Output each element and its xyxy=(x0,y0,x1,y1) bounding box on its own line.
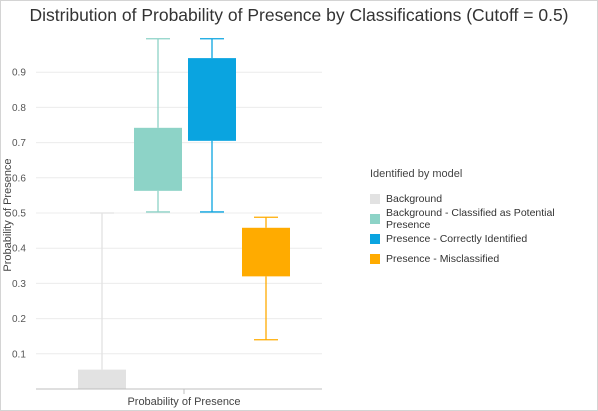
legend-item[interactable]: Background xyxy=(370,189,598,209)
legend-label: Presence - Correctly Identified xyxy=(386,233,528,245)
y-tick-label: 0.5 xyxy=(12,209,26,220)
y-tick-label: 0.2 xyxy=(12,314,26,325)
box-iqr xyxy=(78,369,126,389)
y-tick-label: 0.1 xyxy=(12,349,26,360)
y-tick-label: 0.6 xyxy=(12,173,26,184)
legend-title: Identified by model xyxy=(370,168,463,180)
box-series-group xyxy=(78,38,290,389)
box-background-classified-as-potential-presence xyxy=(134,38,182,213)
y-axis-title: Probability of Presence xyxy=(2,158,14,271)
y-tick-label: 0.4 xyxy=(12,244,26,255)
y-tick-label: 0.3 xyxy=(12,279,26,290)
legend-label: Background xyxy=(386,193,443,205)
box-presence-misclassified xyxy=(242,216,290,341)
gridlines xyxy=(36,71,322,355)
legend-swatch xyxy=(370,194,380,204)
legend-item[interactable]: Presence - Misclassified xyxy=(370,249,598,269)
chart-title: Distribution of Probability of Presence … xyxy=(29,5,569,25)
legend-items: Background Background - Classified as Pot… xyxy=(370,189,598,269)
box-presence-correctly-identified xyxy=(188,38,236,213)
box-background xyxy=(78,212,126,389)
x-axis-title: Probability of Presence xyxy=(127,396,240,408)
y-tick-label: 0.8 xyxy=(12,103,26,114)
legend-swatch xyxy=(370,214,380,224)
legend: Identified by model Background Background… xyxy=(370,168,598,269)
y-tick-label: 0.7 xyxy=(12,138,26,149)
legend-swatch xyxy=(370,234,380,244)
box-iqr xyxy=(188,58,236,141)
y-tick-labels: 0.1 0.2 0.3 0.4 0.5 0.6 0.7 0.8 0.9 xyxy=(12,68,26,361)
box-iqr xyxy=(242,227,290,277)
legend-swatch xyxy=(370,254,380,264)
legend-label: Presence - Misclassified xyxy=(386,253,500,265)
legend-item[interactable]: Background - Classified as Potential Pre… xyxy=(370,207,598,231)
y-tick-label: 0.9 xyxy=(12,68,26,79)
axes xyxy=(36,388,322,394)
legend-label: Background - Classified as Potential Pre… xyxy=(386,207,555,231)
legend-item[interactable]: Presence - Correctly Identified xyxy=(370,229,598,249)
box-iqr xyxy=(134,127,182,191)
